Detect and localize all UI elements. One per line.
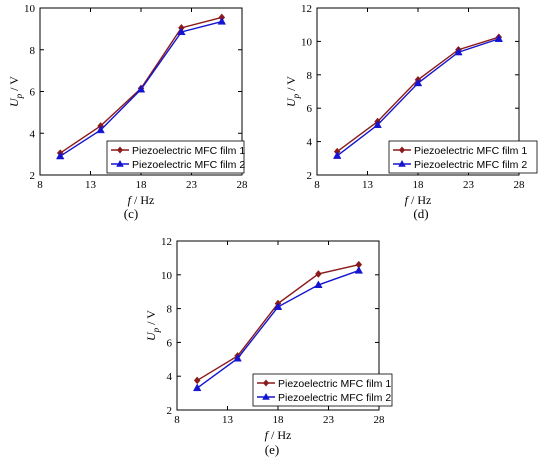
data-point-triangle [136,84,146,93]
x-axis-label-var: f [405,193,410,207]
x-tick-label: 8 [174,414,180,426]
series-line [196,263,359,382]
chart-panel: 8 13 18 23 28 2 4 6 8 10 12 f / Hz Up / V Piezoelectr… [284,3,538,221]
chart-panel: 8 13 18 23 28 2 4 6 8 10 f / Hz Up / V Piezoelectric… [7,3,248,221]
x-tick-label: 23 [463,179,475,191]
y-tick-label: 10 [161,270,173,282]
data-point-triangle [217,17,227,25]
y-axis-label-sub: p [151,327,161,333]
series-line [336,38,500,157]
legend-marker-triangle [262,393,270,400]
legend-entry-label: Piezoelectric MFC film 2 [132,159,245,171]
x-axis-label-unit: / Hz [268,428,291,442]
x-tick-label: 18 [413,179,425,191]
data-point-triangle [177,27,186,36]
y-tick-label: 12 [301,3,312,15]
x-tick-label: 28 [374,414,386,426]
x-tick-label: 13 [362,179,374,191]
series-line [336,36,500,153]
y-tick-label: 2 [307,170,313,182]
y-axis-label-var: U [284,97,298,107]
y-tick-label: 6 [167,337,173,349]
data-point-triangle [192,383,202,392]
x-tick-label: 28 [514,179,526,191]
data-point-triangle [332,151,342,159]
legend-entry-label: Piezoelectric MFC film 1 [278,378,391,390]
legend-marker-triangle [398,160,406,167]
y-axis-label: Up / V [7,76,24,107]
legend-box [252,373,393,407]
data-point-triangle [55,151,65,160]
x-axis-label-unit: / Hz [408,193,431,207]
x-tick-label: 23 [186,179,198,191]
y-tick-label: 2 [30,170,36,182]
y-axis-label-unit: / V [7,76,21,94]
y-axis-label-sub: p [14,93,24,99]
data-point-triangle [233,353,242,362]
data-point-triangle [273,302,283,310]
x-axis-label-var: f [265,428,270,442]
y-axis-label-sub: p [291,93,301,99]
panel-label: (e) [265,442,279,457]
x-tick-label: 18 [136,179,148,191]
x-axis-label: f / Hz [405,193,432,207]
panel-label: (d) [413,206,428,221]
legend-marker-diamond [117,146,123,154]
data-point-triangle [96,125,105,134]
x-tick-label: 23 [323,414,335,426]
x-axis-label: f / Hz [265,428,292,442]
series-line [196,269,360,389]
legend-entry-label: Piezoelectric MFC film 2 [278,392,391,404]
x-axis-label-var: f [128,193,133,207]
data-point-triangle [413,78,423,87]
y-tick-label: 8 [307,70,313,82]
x-tick-label: 8 [37,179,43,191]
x-tick-label: 13 [222,414,234,426]
legend-marker-diamond [263,379,269,387]
y-tick-label: 6 [30,87,36,99]
data-point-diamond [315,270,322,278]
y-tick-label: 4 [307,137,313,149]
data-point-triangle [354,266,364,274]
y-axis-label-var: U [144,331,158,341]
data-point-triangle [314,280,323,288]
x-axis-label: f / Hz [128,193,155,207]
legend-marker-triangle [116,160,124,167]
legend-entry-label: Piezoelectric MFC film 1 [132,145,245,157]
y-axis-label-unit: / V [284,76,298,94]
data-point-triangle [373,120,382,128]
legend-entry-label: Piezoelectric MFC film 1 [414,145,527,157]
y-tick-label: 4 [167,371,173,383]
y-tick-label: 6 [307,103,313,115]
y-tick-label: 2 [167,405,173,417]
x-tick-label: 18 [273,414,285,426]
x-tick-label: 28 [237,179,249,191]
x-axis-label-unit: / Hz [131,193,154,207]
x-tick-label: 13 [85,179,97,191]
legend-box [388,140,538,174]
y-tick-label: 10 [24,3,36,15]
y-tick-label: 8 [167,304,173,316]
panel-label: (c) [124,206,138,221]
y-axis-label: Up / V [284,76,301,107]
y-axis-label-var: U [7,97,21,107]
y-tick-label: 10 [301,36,313,48]
legend-box [106,140,245,174]
data-point-diamond [193,376,201,385]
x-tick-label: 8 [314,179,320,191]
legend-marker-diamond [399,146,405,154]
y-axis-label-unit: / V [144,310,158,328]
data-point-triangle [494,34,504,42]
y-tick-label: 4 [30,128,36,140]
legend-entry-label: Piezoelectric MFC film 2 [414,159,527,171]
y-tick-label: 8 [30,45,36,57]
data-point-triangle [454,47,463,56]
chart-panel: 8 13 18 23 28 2 4 6 8 10 12 f / Hz Up / V Piezoelectr… [144,236,393,457]
y-tick-label: 12 [161,236,172,248]
y-axis-label: Up / V [144,310,161,341]
